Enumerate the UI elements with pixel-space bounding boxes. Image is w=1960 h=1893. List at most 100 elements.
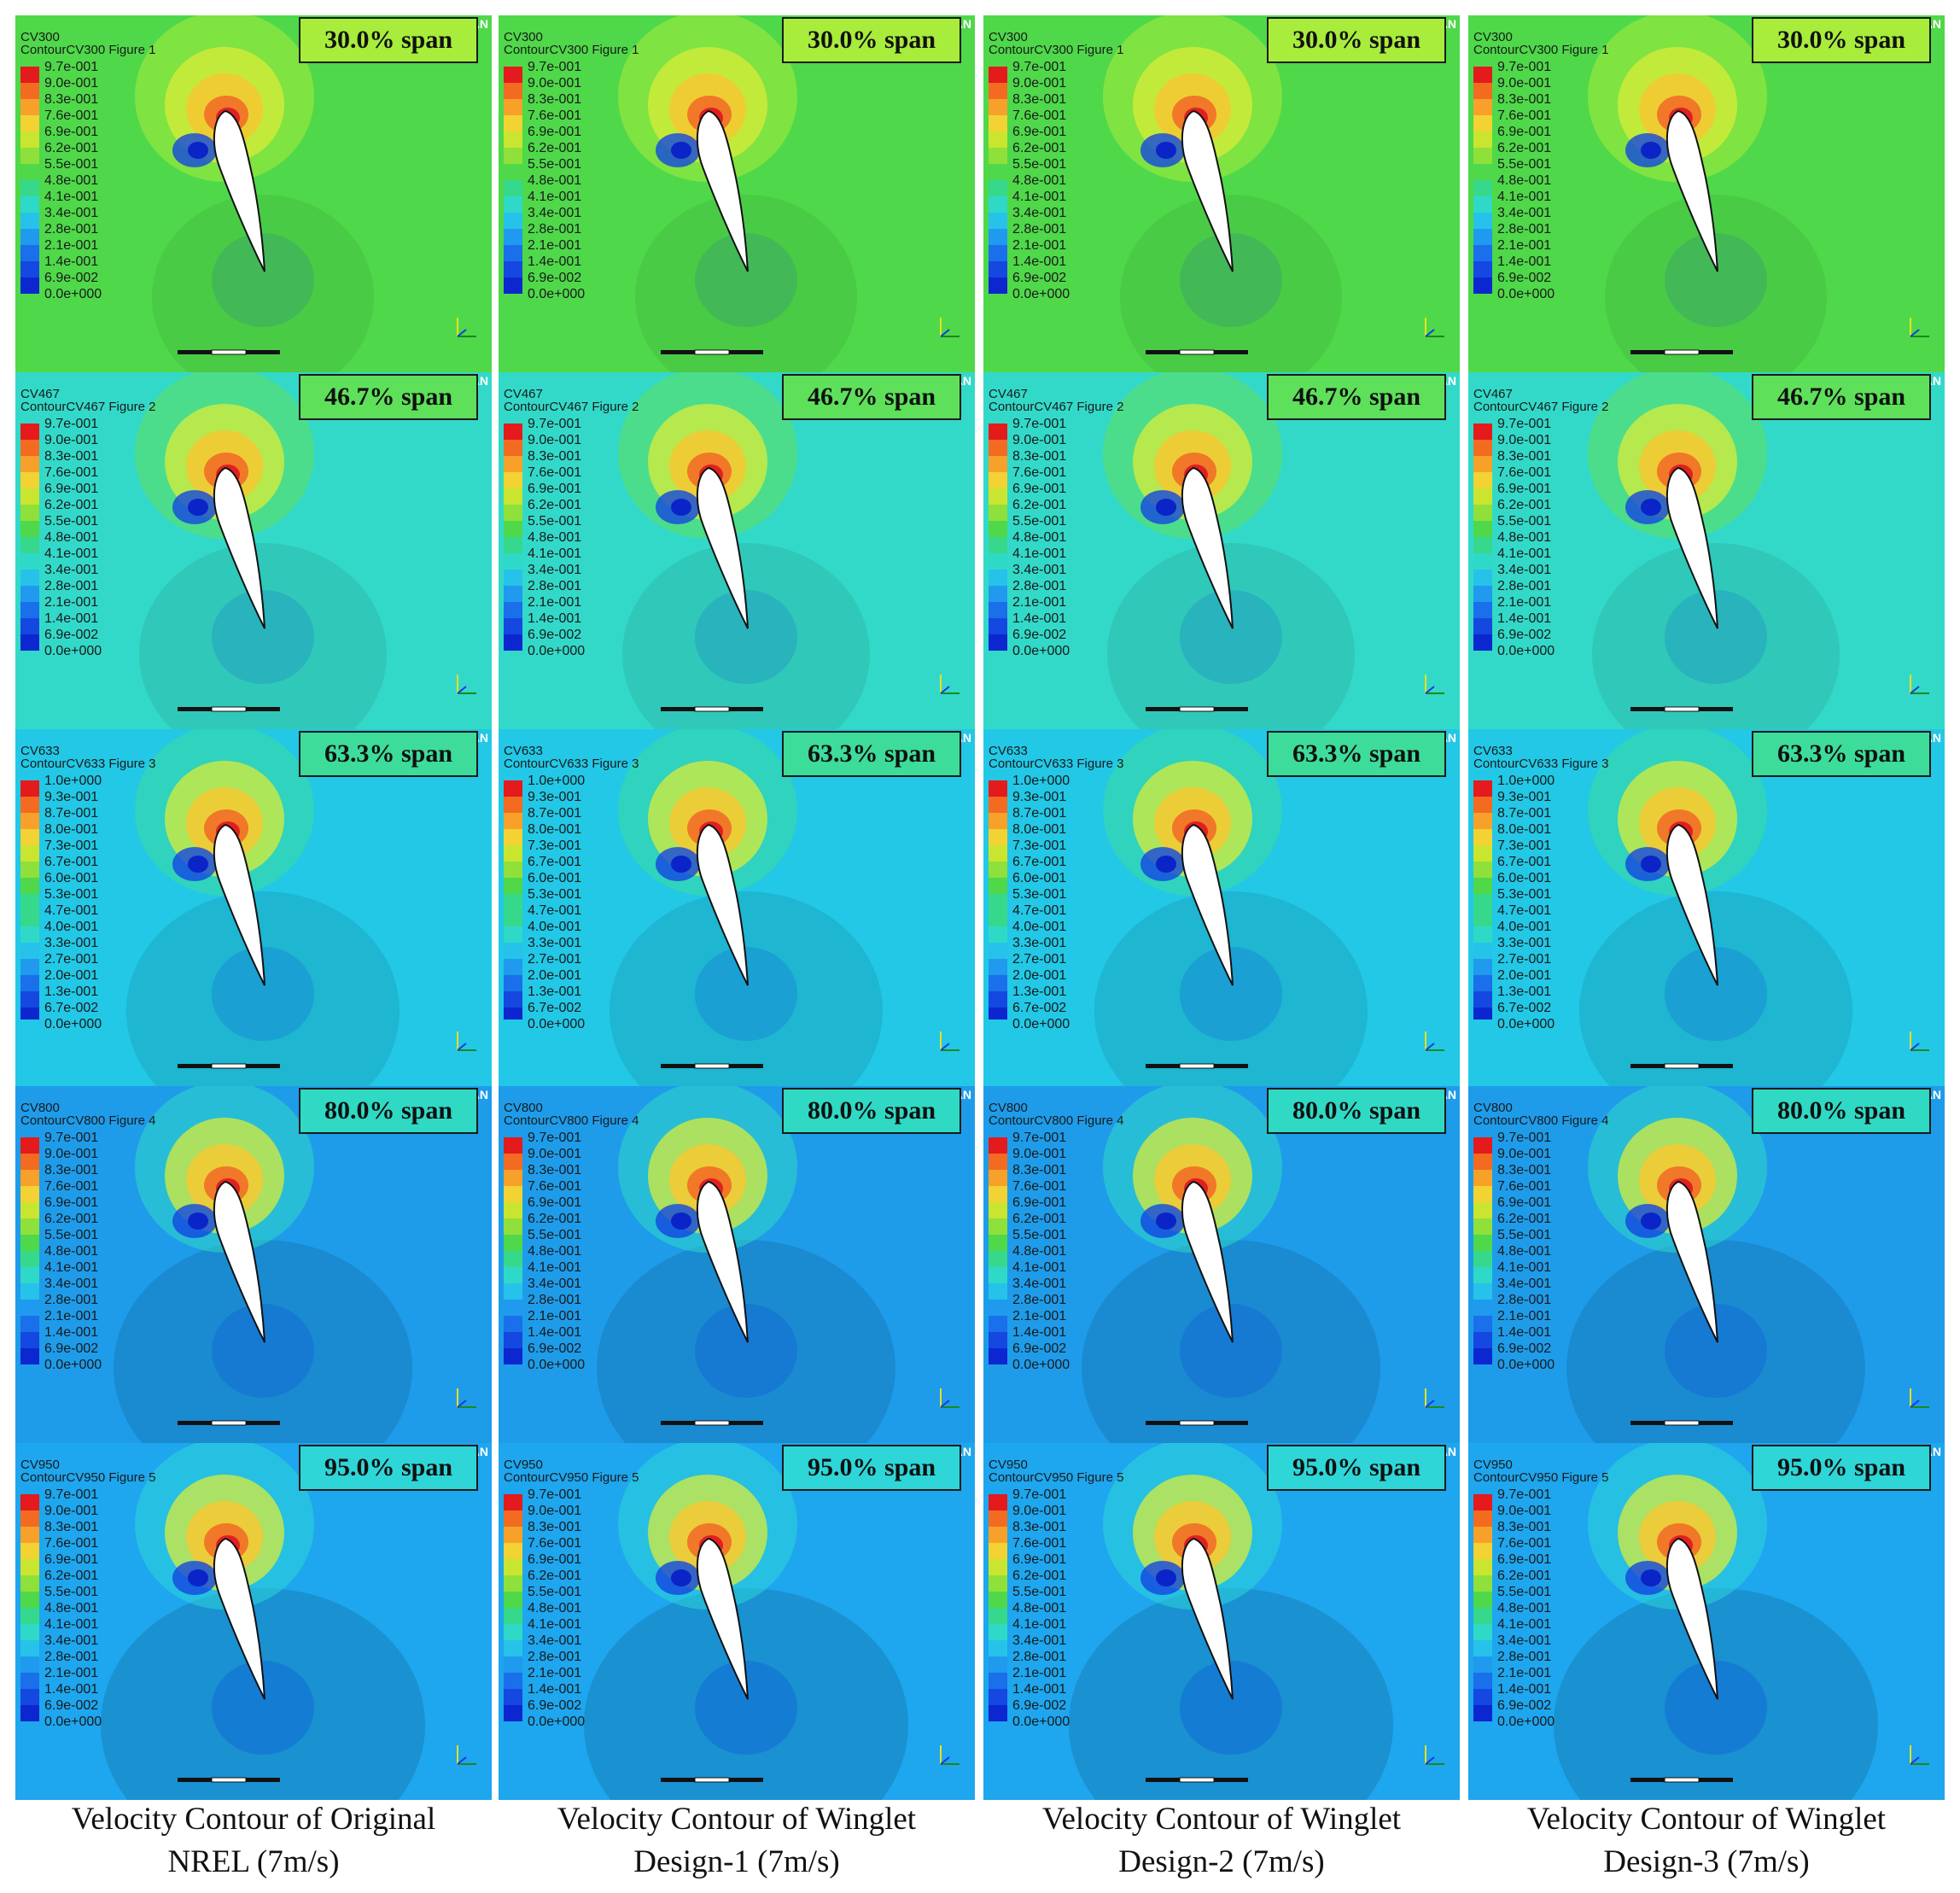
legend-tick-label: 3.4e-001	[1497, 1633, 1552, 1648]
colorbar	[989, 67, 1007, 294]
contour-field	[499, 1443, 975, 1800]
legend-tick-label: 2.1e-001	[1012, 595, 1067, 610]
colorbar	[504, 780, 522, 1020]
legend-tick-label: 8.3e-001	[1497, 1520, 1552, 1534]
contour-header: CV800 ContourCV800 Figure 4	[1473, 1101, 1608, 1127]
contour-subtitle: ContourCV950 Figure 5	[20, 1470, 156, 1485]
contour-field	[983, 1086, 1460, 1443]
legend-tick-label: 9.7e-001	[1012, 1487, 1067, 1502]
legend-tick-label: 6.9e-002	[528, 1698, 582, 1713]
legend-tick-label: 3.3e-001	[1497, 936, 1552, 950]
legend-tick-label: 6.9e-001	[44, 1552, 99, 1567]
legend-tick-label: 2.1e-001	[1497, 1309, 1552, 1323]
scale-bar	[1630, 349, 1733, 355]
legend-tick-label: 0.0e+000	[44, 1017, 102, 1031]
contour-subtitle: ContourCV950 Figure 5	[1473, 1470, 1609, 1485]
contour-title: CV950	[20, 1458, 60, 1472]
contour-header: CV800 ContourCV800 Figure 4	[504, 1101, 639, 1127]
legend-tick-label: 6.7e-001	[528, 855, 582, 869]
legend-tick-label: 6.2e-001	[528, 1569, 582, 1583]
contour-field	[983, 1443, 1460, 1800]
contour-field	[499, 15, 975, 372]
legend-tick-label: 2.7e-001	[1497, 952, 1552, 967]
contour-panel: AN CV950 ContourCV950 Figure 5 95.0% span 9.…	[983, 1443, 1460, 1800]
legend-tick-label: 9.0e-001	[528, 433, 582, 447]
legend-tick-label: 8.7e-001	[1012, 806, 1067, 821]
contour-subtitle: ContourCV633 Figure 3	[504, 757, 639, 771]
scale-bar	[1630, 706, 1733, 712]
legend-tick-label: 1.4e-001	[44, 254, 99, 269]
contour-header: CV633 ContourCV633 Figure 3	[20, 745, 155, 770]
legend-tick-label: 1.3e-001	[528, 984, 582, 999]
contour-field	[983, 15, 1460, 372]
span-label: 30.0% span	[299, 17, 478, 63]
contour-header: CV800 ContourCV800 Figure 4	[20, 1101, 155, 1127]
legend-tick-label: 7.6e-001	[1012, 465, 1067, 480]
legend-tick-label: 9.7e-001	[528, 417, 582, 431]
legend-tick-label: 2.1e-001	[528, 1666, 582, 1680]
legend-tick-label: 6.2e-001	[44, 498, 99, 512]
contour-subtitle: ContourCV467 Figure 2	[504, 400, 639, 414]
legend-tick-label: 2.0e-001	[44, 968, 99, 983]
legend-tick-label: 9.3e-001	[1012, 790, 1067, 804]
contour-subtitle: ContourCV800 Figure 4	[20, 1113, 156, 1128]
legend-tick-label: 4.8e-001	[44, 1244, 99, 1259]
legend-tick-label: 9.7e-001	[1497, 60, 1552, 74]
legend-tick-label: 3.3e-001	[528, 936, 582, 950]
legend-tick-label: 1.3e-001	[1012, 984, 1067, 999]
contour-title: CV633	[504, 744, 543, 758]
airfoil-section	[1665, 109, 1718, 272]
contour-title: CV467	[504, 387, 543, 401]
contour-panel: AN CV467 ContourCV467 Figure 2 46.7% span 9.…	[15, 372, 492, 729]
legend-tick-label: 9.7e-001	[1497, 1131, 1552, 1145]
airfoil-section	[696, 1180, 749, 1343]
legend-tick-label: 6.7e-002	[1497, 1001, 1552, 1015]
scale-bar	[1146, 1420, 1248, 1426]
legend-tick-label: 6.9e-002	[44, 1698, 99, 1713]
legend-tick-label: 7.6e-001	[1497, 465, 1552, 480]
contour-header: CV633 ContourCV633 Figure 3	[504, 745, 639, 770]
legend-tick-label: 9.7e-001	[528, 1487, 582, 1502]
contour-title: CV950	[1473, 1458, 1513, 1472]
legend-tick-label: 9.7e-001	[44, 417, 99, 431]
legend-tick-label: 8.0e-001	[528, 822, 582, 837]
contour-subtitle: ContourCV800 Figure 4	[989, 1113, 1124, 1128]
legend-tick-label: 8.3e-001	[1497, 1163, 1552, 1177]
legend-tick-label: 9.3e-001	[528, 790, 582, 804]
legend-tick-label: 2.8e-001	[1012, 579, 1067, 593]
contour-panel: AN CV633 ContourCV633 Figure 3 63.3% span 1.…	[499, 729, 975, 1086]
scale-bar	[1630, 1777, 1733, 1783]
legend-tick-label: 7.6e-001	[528, 108, 582, 123]
colorbar	[20, 424, 39, 651]
contour-panel: AN CV800 ContourCV800 Figure 4 80.0% span 9.…	[1468, 1086, 1945, 1443]
legend-tick-label: 2.7e-001	[1012, 952, 1067, 967]
scale-bar	[178, 706, 280, 712]
legend-tick-label: 2.8e-001	[44, 1293, 99, 1307]
contour-panel: AN CV300 ContourCV300 Figure 1 30.0% span 9.…	[15, 15, 492, 372]
legend-tick-label: 4.8e-001	[528, 1601, 582, 1615]
legend-tick-label: 9.0e-001	[44, 1147, 99, 1161]
legend-tick-label: 3.4e-001	[1012, 1633, 1067, 1648]
legend-tick-label: 6.9e-001	[1012, 1552, 1067, 1567]
legend-tick-label: 4.0e-001	[44, 920, 99, 934]
legend-tick-label: 5.5e-001	[528, 1585, 582, 1599]
legend-tick-label: 2.1e-001	[1012, 238, 1067, 253]
legend-tick-label: 3.4e-001	[1497, 1277, 1552, 1291]
legend-tick-label: 9.3e-001	[44, 790, 99, 804]
legend-tick-label: 6.2e-001	[44, 1212, 99, 1226]
scale-bar	[178, 1420, 280, 1426]
contour-title: CV800	[1473, 1101, 1513, 1115]
span-label: 95.0% span	[782, 1445, 961, 1491]
legend-tick-label: 0.0e+000	[1497, 287, 1555, 301]
legend-tick-label: 4.8e-001	[528, 173, 582, 188]
contour-field	[1468, 1443, 1945, 1800]
axes-triad-icon	[457, 1031, 476, 1051]
legend-tick-label: 4.8e-001	[1497, 530, 1552, 545]
contour-field	[1468, 15, 1945, 372]
legend-tick-label: 8.3e-001	[1497, 92, 1552, 107]
legend-tick-label: 9.0e-001	[44, 433, 99, 447]
contour-subtitle: ContourCV467 Figure 2	[20, 400, 156, 414]
airfoil-section	[696, 109, 749, 272]
contour-panel: AN CV467 ContourCV467 Figure 2 46.7% span 9.…	[499, 372, 975, 729]
contour-title: CV800	[989, 1101, 1028, 1115]
